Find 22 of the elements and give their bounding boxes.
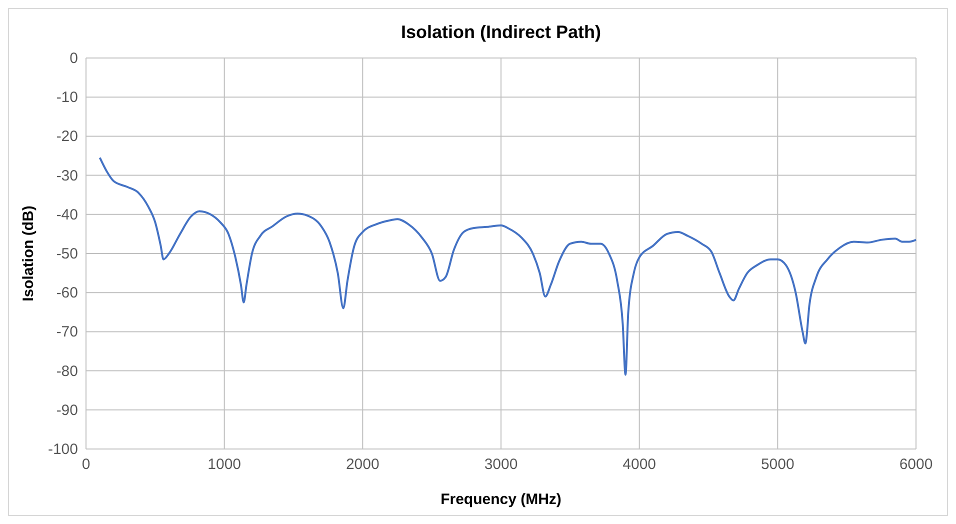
- x-tick-label: 4000: [622, 456, 656, 473]
- y-tick-label: -10: [56, 89, 78, 106]
- x-tick-label: 6000: [899, 456, 933, 473]
- x-tick-label: 3000: [484, 456, 518, 473]
- y-tick-label: -70: [56, 324, 78, 341]
- y-tick-label: 0: [70, 50, 78, 67]
- y-tick-label: -60: [56, 284, 78, 302]
- y-tick-label: -20: [56, 128, 78, 146]
- x-tick-label: 2000: [346, 456, 380, 473]
- y-tick-label: -90: [56, 402, 78, 419]
- x-axis-title: Frequency (MHz): [440, 491, 562, 508]
- y-tick-label: -100: [48, 441, 78, 458]
- x-tick-label: 0: [82, 456, 90, 473]
- y-tick-label: -50: [56, 246, 78, 262]
- y-tick-label: -80: [56, 362, 78, 380]
- y-tick-label: -30: [56, 167, 78, 184]
- chart-title: Isolation (Indirect Path): [400, 22, 602, 42]
- x-tick-label: 5000: [760, 456, 794, 473]
- line-series: [98, 156, 917, 376]
- x-tick-label: 1000: [208, 456, 242, 473]
- y-tick-label: -40: [56, 206, 78, 224]
- y-axis-title: Isolation (dB): [20, 206, 37, 302]
